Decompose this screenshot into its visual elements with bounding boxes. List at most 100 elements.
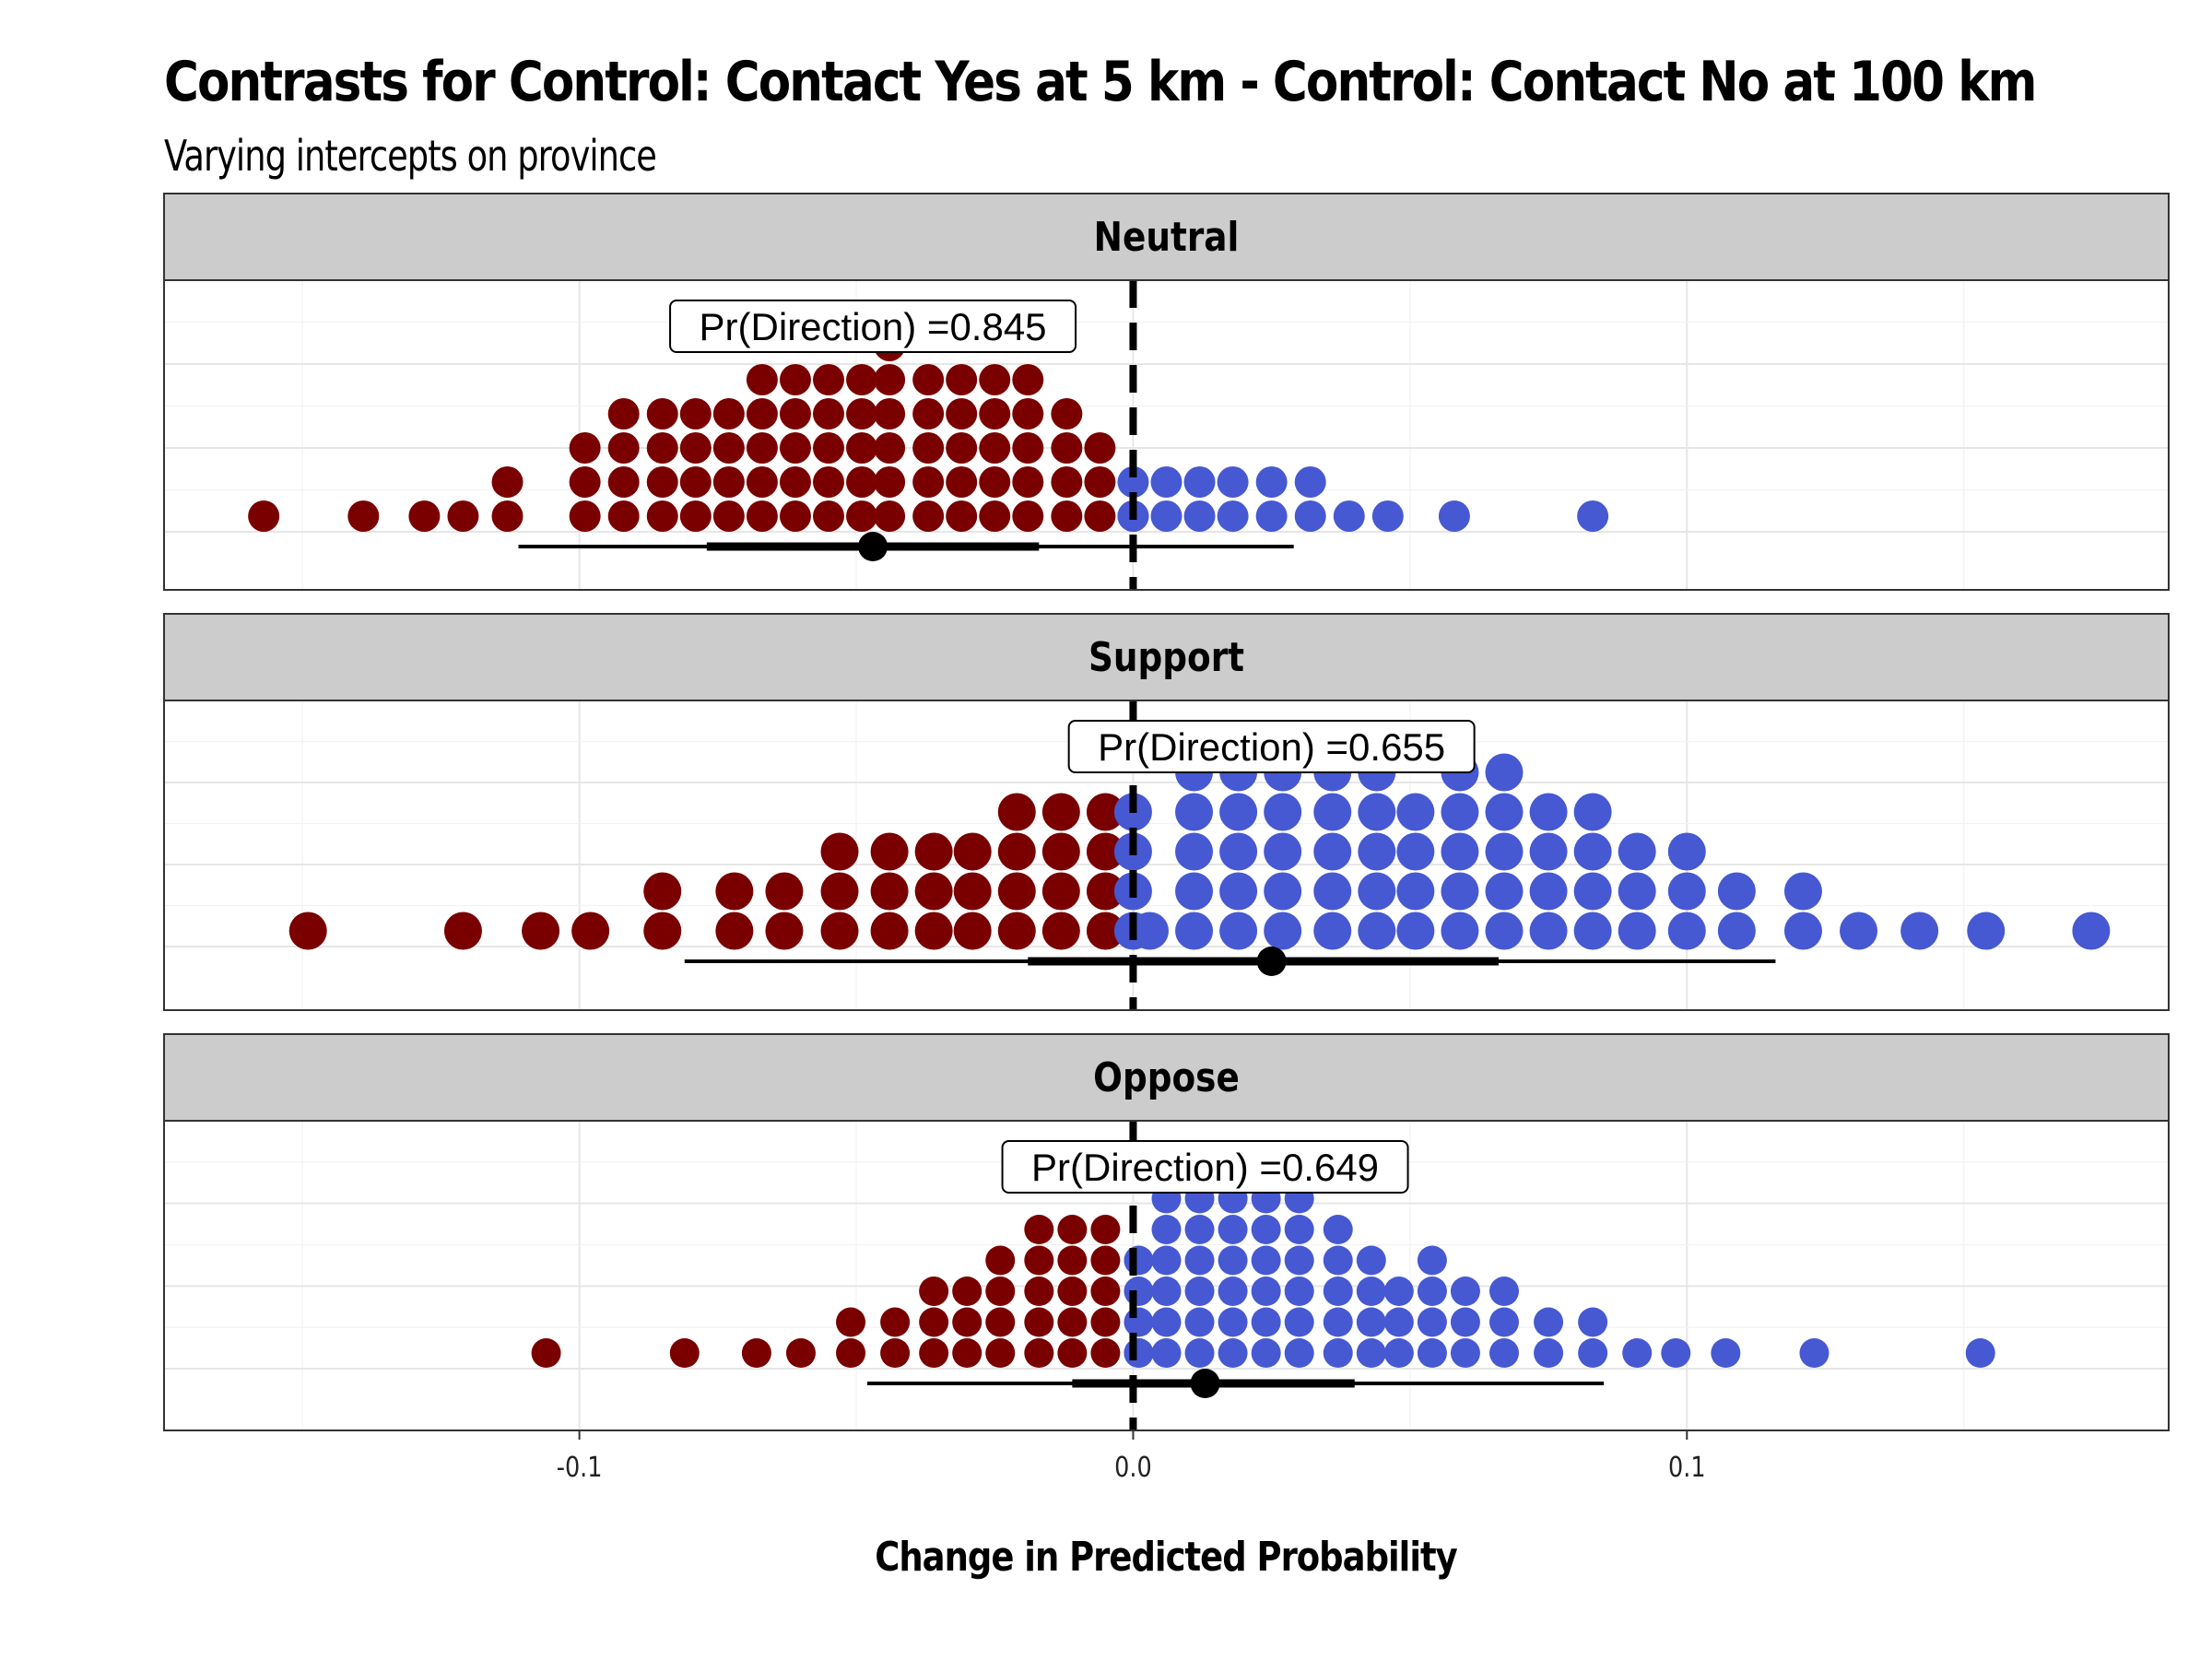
dot-positive — [1441, 912, 1479, 950]
dot-negative — [953, 912, 992, 950]
dot-positive — [1711, 1338, 1741, 1368]
dot-positive — [1661, 1338, 1691, 1368]
dot-negative — [1024, 1215, 1054, 1244]
dot-negative — [952, 1277, 982, 1306]
dot-negative — [569, 500, 601, 532]
annotation-box — [669, 300, 1077, 353]
dot-positive — [1184, 1307, 1215, 1337]
dot-negative — [607, 398, 640, 429]
x-axis-label: Change in Predicted Probability — [875, 1534, 1458, 1581]
dot-negative — [846, 364, 878, 395]
dot-positive — [1358, 793, 1396, 831]
dot-negative — [447, 500, 479, 532]
dot-negative — [1086, 872, 1124, 911]
dot-negative — [1057, 1277, 1088, 1306]
dot-negative — [912, 500, 945, 532]
dot-positive — [1251, 1307, 1281, 1337]
dot-negative — [1090, 1215, 1121, 1244]
annotation-label: Pr(Direction) =0.649 — [1031, 1146, 1379, 1189]
dot-negative — [979, 432, 1011, 464]
dot-negative — [1084, 466, 1116, 498]
dot-negative — [1041, 872, 1080, 911]
dot-negative — [1057, 1307, 1088, 1337]
dot-negative — [979, 364, 1011, 395]
dot-positive — [1219, 793, 1258, 831]
dot-positive — [1284, 1307, 1314, 1337]
dot-positive — [1485, 793, 1524, 831]
annotation-box — [1067, 720, 1476, 773]
dot-negative — [946, 364, 978, 395]
point-estimate — [858, 532, 888, 561]
dot-negative — [812, 364, 844, 395]
dot-positive — [1450, 1338, 1480, 1368]
dot-negative — [643, 912, 682, 950]
dot-negative — [914, 832, 953, 871]
annotation-label: Pr(Direction) =0.655 — [1098, 725, 1445, 769]
dot-negative — [646, 398, 678, 429]
dot-negative — [912, 466, 945, 498]
dot-positive — [1534, 1338, 1564, 1368]
dot-negative — [1057, 1245, 1088, 1276]
dot-negative — [870, 872, 909, 911]
dot-negative — [607, 432, 640, 464]
dot-positive — [1618, 872, 1656, 911]
dot-positive — [1840, 912, 1878, 950]
dot-positive — [1251, 1245, 1281, 1276]
dot-positive — [1313, 872, 1352, 911]
dot-positive — [1489, 1277, 1520, 1306]
dot-negative — [820, 832, 859, 871]
dot-negative — [785, 1338, 816, 1368]
dot-positive — [1255, 500, 1288, 532]
dot-positive — [1573, 872, 1612, 911]
dot-positive — [1150, 466, 1182, 498]
dot-positive — [1667, 832, 1706, 871]
dot-positive — [1356, 1307, 1386, 1337]
dot-positive — [1573, 912, 1612, 950]
dot-positive — [1124, 1307, 1154, 1337]
dot-positive — [1251, 1277, 1281, 1306]
dot-negative — [812, 432, 844, 464]
dot-positive — [1622, 1338, 1653, 1368]
dot-positive — [1218, 1245, 1248, 1276]
dot-positive — [1251, 1215, 1281, 1244]
dot-negative — [765, 872, 804, 911]
dot-positive — [1396, 832, 1435, 871]
dot-negative — [914, 912, 953, 950]
facet-strip — [163, 193, 2170, 281]
dot-positive — [1717, 872, 1756, 911]
dot-positive — [1151, 1215, 1182, 1244]
dot-negative — [491, 500, 524, 532]
dot-positive — [1529, 912, 1568, 950]
annotation-label: Pr(Direction) =0.845 — [700, 305, 1047, 348]
dot-positive — [1618, 832, 1656, 871]
dot-positive — [1438, 500, 1470, 532]
dot-positive — [2072, 912, 2111, 950]
dot-positive — [1217, 466, 1249, 498]
dot-positive — [1184, 1338, 1215, 1368]
dot-negative — [1041, 793, 1080, 831]
dot-negative — [779, 364, 811, 395]
dot-negative — [1090, 1338, 1121, 1368]
dot-negative — [746, 466, 778, 498]
dot-positive — [1573, 793, 1612, 831]
dot-negative — [408, 500, 441, 532]
dot-positive — [1383, 1277, 1414, 1306]
dot-negative — [1024, 1277, 1054, 1306]
dot-positive — [1183, 500, 1216, 532]
dot-negative — [880, 1338, 911, 1368]
dot-negative — [846, 432, 878, 464]
dot-positive — [1358, 832, 1396, 871]
dot-positive — [1264, 832, 1302, 871]
dot-positive — [1175, 832, 1214, 871]
dot-negative — [1090, 1307, 1121, 1337]
dot-positive — [1489, 1338, 1520, 1368]
dot-negative — [953, 832, 992, 871]
dot-positive — [1485, 872, 1524, 911]
dot-positive — [1183, 466, 1216, 498]
point-estimate — [1190, 1369, 1220, 1398]
dot-negative — [1084, 500, 1116, 532]
dot-negative — [779, 466, 811, 498]
x-tick-label: 0.1 — [1668, 1451, 1706, 1484]
dot-negative — [746, 364, 778, 395]
dot-negative — [997, 912, 1036, 950]
